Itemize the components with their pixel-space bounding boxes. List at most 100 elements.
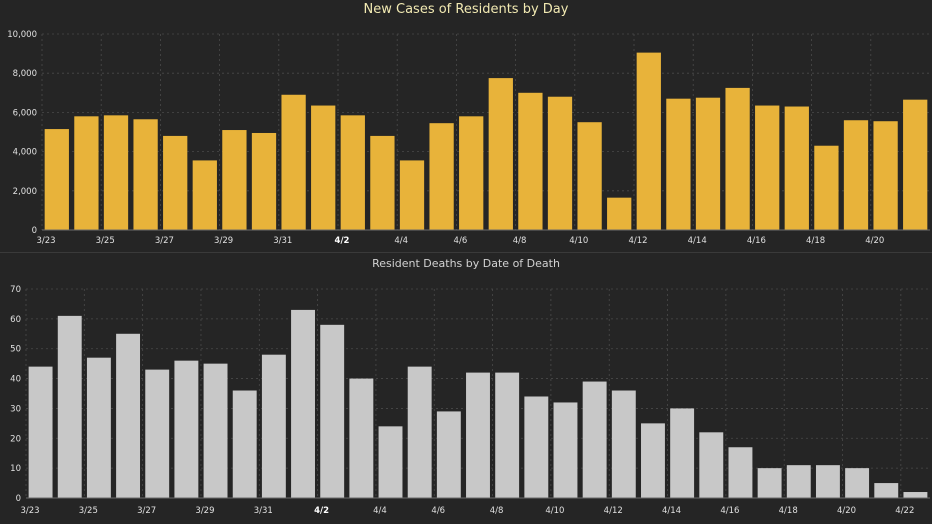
bar-4-12[interactable] bbox=[611, 390, 636, 498]
bar-4-19[interactable] bbox=[843, 120, 869, 230]
x-tick-label: 4/2 bbox=[335, 236, 350, 246]
bar-4-1[interactable] bbox=[291, 309, 315, 498]
x-tick-label: 3/25 bbox=[79, 506, 98, 516]
y-tick-label: 0 bbox=[16, 494, 21, 504]
bar-3-23[interactable] bbox=[28, 366, 53, 498]
bar-4-13[interactable] bbox=[666, 98, 691, 231]
y-tick-label: 2,000 bbox=[13, 187, 37, 197]
bar-4-21[interactable] bbox=[903, 99, 928, 230]
x-tick-label: 4/12 bbox=[628, 236, 647, 246]
bar-4-16[interactable] bbox=[755, 105, 780, 230]
bar-4-20[interactable] bbox=[873, 121, 898, 230]
bar-4-3[interactable] bbox=[349, 378, 374, 498]
y-tick-label: 10 bbox=[10, 464, 21, 474]
x-tick-label: 4/6 bbox=[454, 236, 468, 246]
bar-4-16[interactable] bbox=[728, 447, 753, 498]
bar-4-12[interactable] bbox=[636, 52, 661, 231]
x-tick-label: 4/4 bbox=[373, 506, 387, 516]
bar-3-27[interactable] bbox=[145, 369, 170, 498]
x-tick-label: 3/23 bbox=[20, 506, 39, 516]
y-tick-label: 70 bbox=[10, 285, 21, 295]
bar-3-24[interactable] bbox=[74, 116, 99, 230]
bar-3-26[interactable] bbox=[116, 333, 141, 498]
y-tick-label: 4,000 bbox=[13, 148, 37, 158]
bar-3-30[interactable] bbox=[251, 132, 277, 230]
bar-4-9[interactable] bbox=[524, 396, 549, 498]
bar-4-3[interactable] bbox=[370, 135, 395, 230]
bar-4-5[interactable] bbox=[429, 123, 454, 230]
bar-4-13[interactable] bbox=[641, 423, 665, 498]
bar-3-28[interactable] bbox=[192, 160, 217, 230]
bar-4-8[interactable] bbox=[495, 372, 520, 498]
bar-4-2[interactable] bbox=[320, 324, 345, 498]
bar-4-7[interactable] bbox=[488, 78, 513, 230]
bar-4-15[interactable] bbox=[699, 432, 724, 498]
bar-4-4[interactable] bbox=[378, 426, 403, 498]
bar-4-7[interactable] bbox=[466, 372, 490, 498]
bar-3-25[interactable] bbox=[86, 357, 111, 498]
bar-4-18[interactable] bbox=[814, 145, 839, 230]
bar-3-28[interactable] bbox=[174, 360, 199, 498]
x-tick-label: 3/31 bbox=[273, 236, 292, 246]
bar-4-8[interactable] bbox=[518, 92, 543, 230]
y-tick-label: 60 bbox=[10, 315, 21, 325]
x-tick-label: 4/20 bbox=[865, 236, 884, 246]
cases-chart: 0 2,000 4,000 6,000 8,000 10,000 3/23 3/25 3/27 3… bbox=[7, 30, 930, 246]
bar-4-11[interactable] bbox=[582, 381, 607, 498]
x-tick-label: 4/10 bbox=[569, 236, 588, 246]
bar-4-10[interactable] bbox=[553, 402, 578, 498]
bar-4-15[interactable] bbox=[725, 87, 750, 231]
bar-3-31[interactable] bbox=[281, 94, 306, 230]
y-tick-label: 20 bbox=[10, 434, 21, 444]
x-tick-label: 4/16 bbox=[747, 236, 766, 246]
x-tick-label: 3/31 bbox=[254, 506, 273, 516]
bar-4-1[interactable] bbox=[311, 105, 336, 230]
bar-3-26[interactable] bbox=[133, 119, 158, 230]
bar-4-20[interactable] bbox=[845, 468, 870, 498]
x-tick-label: 4/18 bbox=[806, 236, 825, 246]
bar-4-19[interactable] bbox=[815, 465, 840, 498]
bar-4-11[interactable] bbox=[607, 197, 632, 230]
x-tick-label: 3/25 bbox=[96, 236, 115, 246]
bar-4-6[interactable] bbox=[459, 116, 484, 230]
bar-3-29[interactable] bbox=[222, 130, 247, 230]
bar-3-30[interactable] bbox=[232, 390, 257, 498]
x-tick-label: 3/29 bbox=[214, 236, 233, 246]
bar-3-24[interactable] bbox=[57, 315, 82, 498]
bar-3-27[interactable] bbox=[163, 135, 188, 230]
bar-4-5[interactable] bbox=[407, 366, 432, 498]
x-tick-label: 4/22 bbox=[895, 506, 914, 516]
x-tick-label: 4/12 bbox=[604, 506, 623, 516]
bar-3-29[interactable] bbox=[203, 363, 228, 498]
x-tick-label: 4/16 bbox=[720, 506, 739, 516]
bar-4-2[interactable] bbox=[340, 115, 365, 230]
x-tick-label: 4/8 bbox=[513, 236, 527, 246]
bar-4-14[interactable] bbox=[695, 97, 721, 230]
bar-4-22[interactable] bbox=[903, 492, 928, 498]
x-tick-label: 4/2 bbox=[314, 506, 329, 516]
bar-4-9[interactable] bbox=[547, 96, 573, 230]
y-tick-label: 8,000 bbox=[13, 69, 37, 79]
x-tick-label: 4/10 bbox=[545, 506, 564, 516]
bar-4-4[interactable] bbox=[399, 160, 425, 230]
x-tick-label: 4/18 bbox=[779, 506, 798, 516]
x-tick-label: 3/23 bbox=[36, 236, 55, 246]
bar-4-6[interactable] bbox=[436, 411, 461, 498]
y-tick-label: 40 bbox=[10, 375, 21, 385]
bar-4-17[interactable] bbox=[784, 106, 809, 230]
bar-4-14[interactable] bbox=[670, 408, 695, 498]
bar-4-17[interactable] bbox=[757, 468, 782, 498]
bar-3-23[interactable] bbox=[44, 129, 69, 230]
bar-4-21[interactable] bbox=[874, 483, 899, 498]
cases-chart-title: New Cases of Residents by Day bbox=[363, 2, 569, 17]
bar-3-31[interactable] bbox=[261, 354, 286, 498]
bar-4-18[interactable] bbox=[786, 465, 811, 498]
bar-3-25[interactable] bbox=[103, 115, 129, 230]
x-tick-label: 4/6 bbox=[431, 506, 445, 516]
bar-4-10[interactable] bbox=[577, 122, 602, 230]
x-tick-label: 4/4 bbox=[394, 236, 408, 246]
y-tick-label: 30 bbox=[10, 404, 21, 414]
x-tick-label: 4/14 bbox=[688, 236, 707, 246]
